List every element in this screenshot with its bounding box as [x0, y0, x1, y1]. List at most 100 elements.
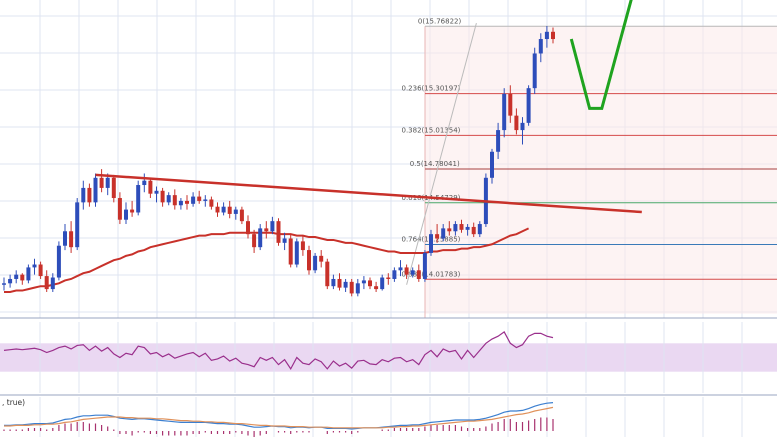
candle [258, 224, 263, 251]
candle-body [197, 196, 202, 201]
candle-body [307, 250, 311, 271]
rsi-band [0, 343, 777, 372]
price-panel: 0(15.76822) 0.236(15.30197) 0.382(15.01354… [0, 0, 777, 319]
candle [87, 183, 92, 207]
candle-body [246, 221, 250, 235]
candle-body [514, 115, 519, 131]
candle-body [258, 228, 263, 248]
candle-body [410, 270, 415, 275]
candle-body [63, 231, 67, 246]
candle [337, 273, 342, 291]
candle-body [520, 122, 525, 131]
candle [50, 273, 55, 292]
candle [160, 187, 165, 207]
candle-body [209, 199, 214, 207]
candle-body [282, 238, 287, 243]
candle [32, 258, 37, 275]
candle-body [154, 190, 159, 194]
candle-body [239, 209, 244, 222]
candle [477, 221, 482, 238]
candle-body [203, 199, 208, 201]
candle [551, 27, 555, 44]
candle-body [368, 280, 372, 287]
candle [99, 169, 104, 193]
projection-path [569, 0, 633, 110]
candle-body [130, 209, 135, 213]
candle [105, 173, 110, 196]
candle-body [44, 276, 49, 290]
candle-body [392, 270, 397, 279]
candle-body [343, 281, 348, 288]
candle-body [75, 202, 80, 248]
candle-body [398, 267, 403, 271]
candle-body [124, 209, 128, 220]
candle-body [117, 198, 122, 220]
candle [215, 202, 220, 217]
candle [20, 273, 25, 285]
candle-body [502, 93, 507, 131]
candle-body [496, 130, 501, 152]
candle-body [111, 177, 116, 199]
candle-body [429, 234, 433, 253]
candle-body [355, 283, 360, 294]
candle [532, 47, 537, 94]
candle [288, 234, 293, 268]
candle-body [142, 180, 147, 186]
candle-body [215, 206, 220, 213]
candle [252, 229, 257, 253]
candle-body [374, 286, 379, 290]
fibonacci-anchor-line [406, 22, 477, 285]
candle-body [331, 278, 336, 287]
candle-body [288, 238, 293, 265]
candle-body [447, 228, 452, 232]
candle [130, 200, 135, 217]
candle-body [416, 270, 421, 279]
candle [380, 274, 385, 291]
candle [331, 274, 336, 290]
candle [349, 278, 354, 297]
candle [264, 221, 269, 239]
rsi-line [3, 331, 554, 371]
candle-body [32, 264, 37, 268]
candle-body [166, 195, 171, 203]
candle [465, 224, 470, 236]
candle [343, 278, 348, 292]
candle [361, 276, 366, 290]
candle-body [185, 200, 189, 204]
candle [441, 224, 446, 242]
candle-body [508, 93, 513, 116]
candle [325, 258, 330, 290]
candle [368, 277, 372, 290]
resistance-trendline [95, 173, 642, 214]
candle [124, 202, 128, 225]
candle [282, 232, 287, 251]
candle [154, 186, 159, 203]
candle [422, 250, 427, 282]
candle-body [56, 245, 61, 278]
macd-line [4, 402, 554, 430]
candle [56, 241, 61, 281]
candle-body [87, 187, 92, 203]
candle-body [526, 88, 531, 123]
candle-body [233, 209, 238, 214]
candle [203, 195, 208, 207]
candle [520, 117, 525, 145]
candle [93, 173, 98, 207]
candle-body [252, 234, 257, 248]
candle-body [93, 177, 98, 203]
candle-body [386, 277, 391, 279]
candle [148, 177, 153, 199]
macd-panel: , true) [2, 397, 743, 437]
candle [508, 85, 513, 123]
candle [191, 192, 196, 207]
candle-body [2, 283, 6, 285]
candle-body [349, 281, 354, 294]
candle [471, 222, 476, 238]
candle-body [380, 277, 385, 290]
candle-body [465, 226, 470, 230]
candle-body [69, 231, 74, 248]
candle [44, 270, 49, 292]
candle [142, 173, 147, 193]
candle [459, 219, 464, 233]
